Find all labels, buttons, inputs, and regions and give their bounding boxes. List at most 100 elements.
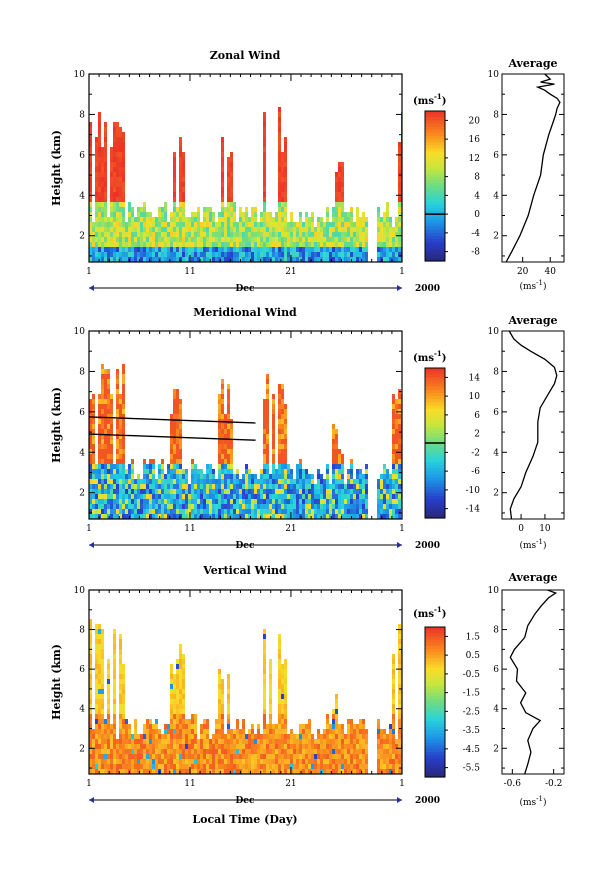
field-cell — [299, 734, 302, 739]
colorbar-tick-label: -8 — [471, 248, 480, 258]
field-cell — [116, 764, 119, 769]
field-cell — [302, 469, 305, 474]
field-cell — [305, 247, 308, 252]
field-cell — [293, 759, 296, 764]
field-cell — [392, 679, 395, 684]
field-cell — [266, 484, 269, 489]
field-cell — [113, 474, 116, 479]
field-cell — [251, 232, 254, 237]
field-cell — [161, 734, 164, 739]
field-cell — [116, 227, 119, 232]
field-cell — [272, 394, 275, 399]
field-cell — [146, 734, 149, 739]
field-cell — [236, 222, 239, 227]
field-cell — [167, 484, 170, 489]
field-cell — [95, 764, 98, 769]
field-cell — [344, 504, 347, 509]
field-cell — [131, 759, 134, 764]
field-cell — [263, 699, 266, 704]
field-cell — [248, 754, 251, 759]
field-cell — [377, 217, 380, 222]
field-cell — [101, 187, 104, 192]
field-cell — [302, 489, 305, 494]
field-cell — [98, 132, 101, 137]
field-cell — [266, 409, 269, 414]
colorbar-swatch — [425, 471, 445, 475]
field-cell — [377, 759, 380, 764]
field-cell — [287, 469, 290, 474]
field-cell — [398, 684, 401, 689]
field-cell — [173, 759, 176, 764]
field-cell — [146, 724, 149, 729]
field-cell — [284, 494, 287, 499]
field-cell — [113, 207, 116, 212]
y-tick-label: 6 — [79, 408, 85, 418]
colorbar-swatch — [425, 508, 445, 513]
field-cell — [95, 709, 98, 714]
field-cell — [257, 514, 260, 519]
field-cell — [173, 464, 176, 469]
field-cell — [278, 684, 281, 689]
colorbar-swatch — [425, 443, 445, 447]
field-cell — [341, 222, 344, 227]
field-cell — [182, 252, 185, 257]
field-cell — [101, 252, 104, 257]
vertical-plot-frame — [88, 589, 403, 775]
field-cell — [230, 449, 233, 454]
field-cell — [263, 704, 266, 709]
field-cell — [104, 459, 107, 464]
field-cell — [122, 389, 125, 394]
field-cell — [125, 237, 128, 242]
field-cell — [269, 669, 272, 674]
field-cell — [158, 237, 161, 242]
field-cell — [92, 394, 95, 399]
field-cell — [236, 739, 239, 744]
field-cell — [278, 514, 281, 519]
field-cell — [110, 759, 113, 764]
field-cell — [302, 749, 305, 754]
field-cell — [173, 227, 176, 232]
field-cell — [338, 739, 341, 744]
field-cell — [125, 484, 128, 489]
field-cell — [347, 729, 350, 734]
field-cell — [182, 172, 185, 177]
field-cell — [284, 429, 287, 434]
field-cell — [254, 504, 257, 509]
field-cell — [245, 464, 248, 469]
field-cell — [308, 237, 311, 242]
field-cell — [278, 649, 281, 654]
field-cell — [248, 729, 251, 734]
field-cell — [332, 489, 335, 494]
field-cell — [119, 714, 122, 719]
field-cell — [233, 207, 236, 212]
field-cell — [89, 459, 92, 464]
field-cell — [242, 222, 245, 227]
field-cell — [158, 754, 161, 759]
field-cell — [230, 182, 233, 187]
field-cell — [95, 734, 98, 739]
field-cell — [173, 684, 176, 689]
field-cell — [221, 464, 224, 469]
field-cell — [158, 217, 161, 222]
year-label: 2000 — [415, 541, 440, 551]
field-cell — [122, 247, 125, 252]
field-cell — [224, 227, 227, 232]
field-cell — [308, 729, 311, 734]
field-cell — [323, 749, 326, 754]
field-cell — [173, 399, 176, 404]
field-cell — [104, 474, 107, 479]
field-cell — [377, 232, 380, 237]
field-cell — [218, 404, 221, 409]
field-cell — [215, 739, 218, 744]
colorbar-swatch — [425, 424, 445, 428]
field-cell — [203, 252, 206, 257]
field-cell — [389, 232, 392, 237]
field-cell — [101, 222, 104, 227]
field-cell — [116, 197, 119, 202]
field-cell — [281, 714, 284, 719]
field-cell — [278, 202, 281, 207]
field-cell — [122, 764, 125, 769]
field-cell — [140, 479, 143, 484]
field-cell — [341, 494, 344, 499]
field-cell — [266, 257, 269, 262]
